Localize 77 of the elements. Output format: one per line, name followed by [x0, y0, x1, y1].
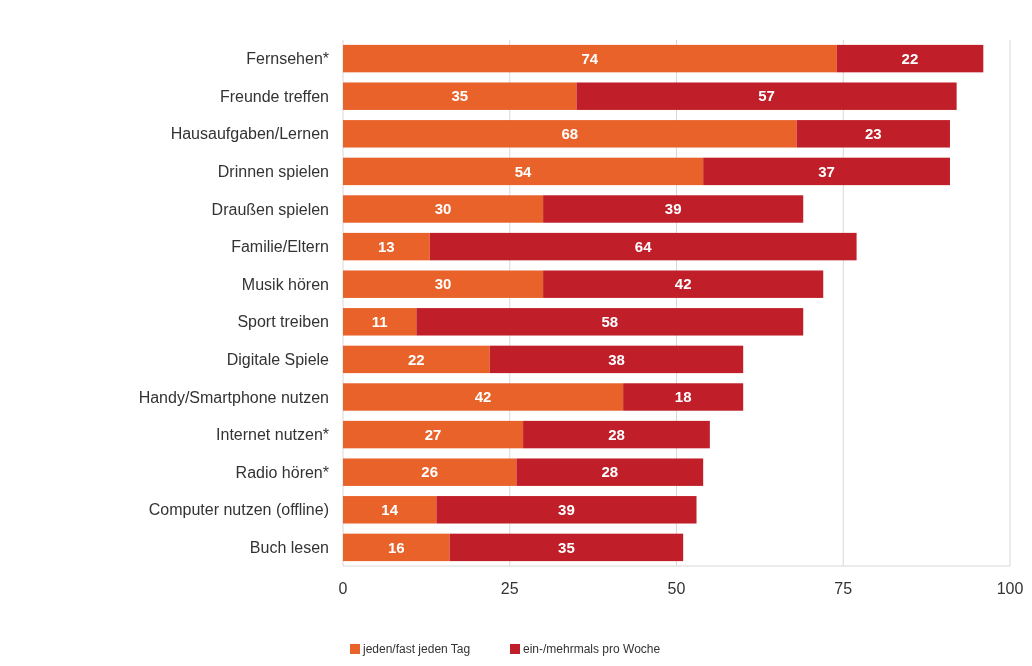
bar: [343, 120, 797, 148]
y-tick-label: Digitale Spiele: [226, 351, 330, 368]
bar: [343, 308, 417, 336]
bar: [343, 496, 437, 524]
bar: [343, 270, 544, 298]
data-label: 64: [634, 237, 653, 255]
x-tick-label: 100: [996, 580, 1024, 597]
bar: [436, 496, 697, 524]
y-tick-label: Computer nutzen (offline): [148, 501, 329, 519]
bar: [796, 120, 950, 148]
data-label: 16: [388, 538, 405, 556]
bar: [343, 383, 624, 411]
bar: [429, 232, 857, 261]
data-label: 54: [514, 162, 533, 180]
bar: [543, 270, 824, 298]
x-tick-label: 0: [338, 580, 348, 597]
data-label: 28: [608, 425, 625, 443]
bar: [623, 383, 744, 411]
data-label: 30: [434, 200, 452, 218]
bar: [523, 420, 710, 449]
y-tick-label: Sport treiben: [237, 313, 329, 331]
bar: [343, 157, 704, 186]
data-label: 22: [901, 49, 919, 67]
data-label: 68: [561, 125, 579, 143]
data-label: 23: [864, 125, 882, 143]
bar: [343, 232, 430, 261]
data-label: 39: [664, 200, 682, 218]
bar: [543, 195, 804, 223]
bar: [343, 458, 517, 486]
bar: [343, 533, 450, 562]
bar: [576, 82, 957, 110]
data-label: 38: [608, 350, 625, 368]
bar: [343, 82, 577, 110]
data-label: 18: [674, 388, 692, 406]
x-tick-label: 50: [667, 580, 686, 597]
y-tick-label: Radio hören*: [235, 463, 329, 481]
data-label: 28: [601, 463, 619, 481]
data-label: 27: [424, 425, 442, 443]
legend-label: jeden/fast jeden Tag: [362, 642, 471, 656]
y-tick-label: Handy/Smartphone nutzen: [138, 388, 329, 406]
data-label: 42: [474, 388, 492, 406]
x-tick-label: 75: [834, 580, 853, 597]
data-label: 13: [378, 237, 395, 255]
data-label: 14: [381, 501, 399, 519]
data-label: 37: [818, 162, 835, 180]
data-label: 58: [601, 313, 619, 331]
data-label: 39: [558, 501, 575, 519]
data-label: 35: [451, 87, 469, 105]
y-tick-label: Fernsehen*: [246, 50, 329, 68]
y-tick-label: Drinnen spielen: [217, 163, 329, 181]
y-tick-label: Buch lesen: [249, 538, 329, 556]
data-label: 26: [421, 463, 439, 481]
y-tick-label: Hausaufgaben/Lernen: [170, 125, 329, 143]
y-tick-label: Familie/Eltern: [231, 238, 329, 256]
data-label: 42: [674, 275, 692, 293]
x-tick-label: 25: [500, 580, 519, 597]
y-tick-label: Draußen spielen: [211, 200, 329, 218]
data-label: 74: [581, 49, 599, 67]
y-tick-label: Musik hören: [241, 275, 329, 293]
data-label: 11: [371, 313, 388, 331]
data-label: 35: [558, 538, 575, 556]
bar: [516, 458, 704, 486]
y-tick-label: Internet nutzen*: [216, 426, 329, 444]
bar: [489, 345, 744, 374]
bar: [343, 420, 524, 449]
bar: [343, 195, 544, 223]
bar: [416, 308, 804, 336]
bar: [703, 157, 950, 186]
bar: [343, 345, 490, 374]
bar: [343, 44, 837, 73]
y-tick-label: Freunde treffen: [219, 87, 329, 105]
bar: [836, 44, 984, 73]
legend-label: ein-/mehrmals pro Woche: [523, 642, 661, 656]
bar: [449, 533, 684, 562]
data-label: 57: [758, 87, 775, 105]
data-label: 30: [434, 275, 452, 293]
data-label: 22: [408, 350, 425, 368]
